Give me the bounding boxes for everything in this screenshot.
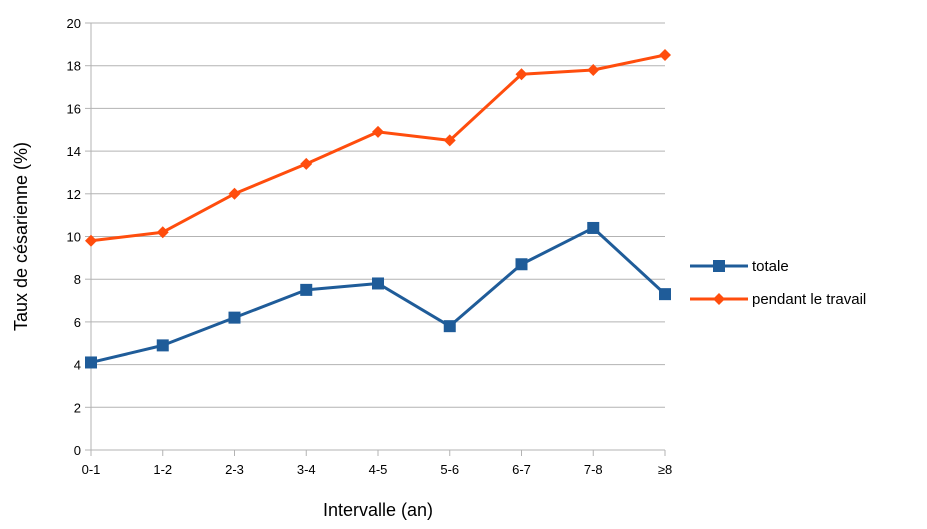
y-tick-label: 14 xyxy=(67,144,81,159)
axes xyxy=(85,22,666,456)
data-point xyxy=(443,320,456,333)
legend-label: totale xyxy=(752,258,789,275)
y-tick-label: 10 xyxy=(67,230,81,245)
x-tick-label: 2-3 xyxy=(225,462,244,477)
data-point xyxy=(85,356,97,369)
series-pendant-le-travail xyxy=(85,49,671,247)
x-tick-label: 7-8 xyxy=(584,462,603,477)
x-tick-label: 6-7 xyxy=(512,462,531,477)
data-point xyxy=(300,283,313,296)
y-tick-label: 18 xyxy=(67,59,81,74)
data-point xyxy=(659,288,671,301)
x-tick-labels: 0-1 1-2 2-3 3-4 4-5 5-6 6-7 7-8 ≥8 xyxy=(82,462,673,477)
series-totale xyxy=(85,221,671,369)
y-tick-label: 4 xyxy=(74,358,81,373)
x-tick-label: 5-6 xyxy=(440,462,459,477)
y-tick-label: 0 xyxy=(74,443,81,458)
legend-swatch-marker xyxy=(713,260,725,272)
data-point xyxy=(443,134,456,147)
data-point xyxy=(587,221,600,234)
x-tick-label: 0-1 xyxy=(82,462,101,477)
y-axis-title: Taux de césarienne (%) xyxy=(11,142,31,331)
x-tick-label: 3-4 xyxy=(297,462,316,477)
data-point xyxy=(515,68,528,81)
y-tick-label: 8 xyxy=(74,272,81,287)
legend-label: pendant le travail xyxy=(752,291,866,308)
x-tick-label: 1-2 xyxy=(153,462,172,477)
data-point xyxy=(228,311,241,324)
gridlines xyxy=(91,22,665,408)
legend: totale pendant le travail xyxy=(690,258,866,308)
y-tick-label: 12 xyxy=(67,187,81,202)
y-tick-label: 6 xyxy=(74,315,81,330)
series-line xyxy=(90,53,666,243)
legend-item: totale xyxy=(690,258,789,275)
data-point xyxy=(587,63,600,76)
y-tick-label: 20 xyxy=(67,16,81,31)
data-point xyxy=(228,187,241,200)
x-tick-label: ≥8 xyxy=(658,462,672,477)
data-point xyxy=(515,258,528,271)
data-point xyxy=(85,234,97,247)
y-tick-label: 16 xyxy=(67,101,81,116)
data-point xyxy=(659,49,671,62)
y-tick-label: 2 xyxy=(74,400,81,415)
y-tick-labels: 0 2 4 6 8 10 12 14 16 18 20 xyxy=(67,16,81,458)
data-point xyxy=(300,157,313,170)
data-point xyxy=(156,226,169,239)
x-axis-title: Intervalle (an) xyxy=(323,500,433,520)
data-point xyxy=(372,125,384,138)
legend-item: pendant le travail xyxy=(690,291,866,308)
data-point xyxy=(372,277,384,290)
x-tick-label: 4-5 xyxy=(369,462,388,477)
legend-swatch-marker xyxy=(713,293,725,305)
series-group xyxy=(85,49,671,369)
series-line xyxy=(90,226,667,364)
data-point xyxy=(156,339,169,352)
